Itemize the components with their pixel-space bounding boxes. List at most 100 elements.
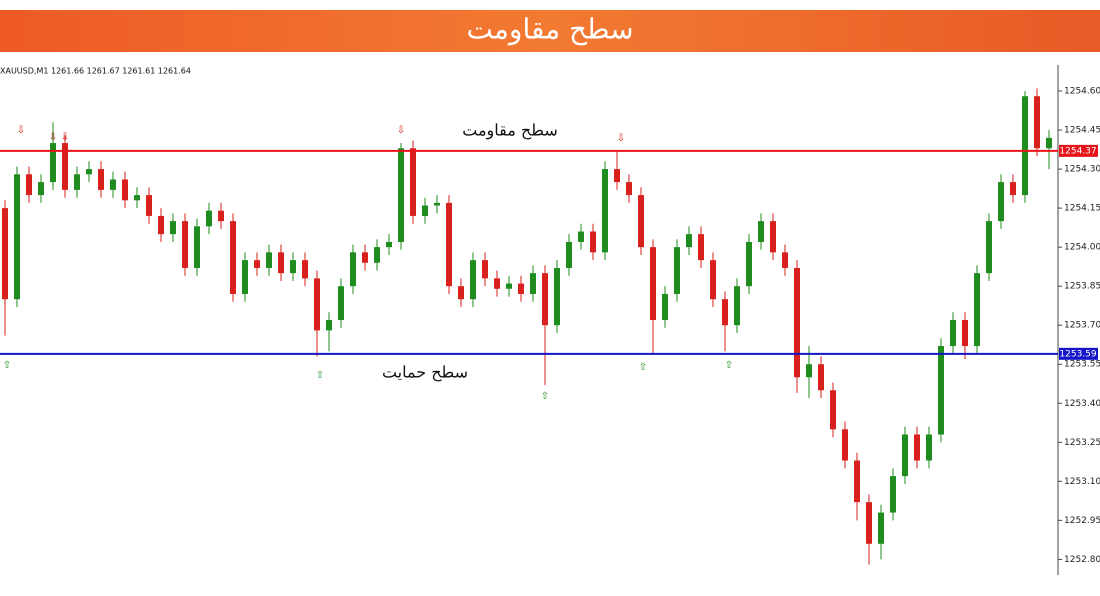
candle-body (878, 512, 884, 544)
candle-body (458, 286, 464, 300)
chart-title: سطح مقاومت (466, 13, 633, 46)
candle-body (734, 286, 740, 326)
candle-body (590, 231, 596, 253)
candle-body (518, 283, 524, 294)
candle-body (2, 208, 8, 300)
candle-body (842, 429, 848, 461)
y-tick-label: 1252.95 (1064, 516, 1100, 526)
candle-body (974, 273, 980, 347)
candle-body (146, 195, 152, 216)
candle-body (266, 252, 272, 268)
svg-text:⇩: ⇩ (17, 125, 25, 136)
y-tick-label: 1254.45 (1064, 126, 1100, 136)
candle-body (626, 182, 632, 196)
candle-body (674, 247, 680, 294)
price-box (1059, 347, 1098, 360)
y-tick-label: 1253.55 (1064, 360, 1100, 370)
candle-body (254, 260, 260, 268)
candle-body (698, 234, 704, 261)
candle-body (638, 195, 644, 248)
candle-body (410, 148, 416, 216)
y-tick-label: 1253.10 (1064, 477, 1100, 487)
candle-body (374, 247, 380, 263)
candle-body (338, 286, 344, 320)
candle-body (170, 221, 176, 235)
candle-body (494, 278, 500, 289)
y-tick-label: 1254.15 (1064, 204, 1100, 214)
price-box (1059, 144, 1098, 157)
candle-body (50, 143, 56, 183)
y-tick-label: 1253.25 (1064, 438, 1100, 448)
candle-body (602, 169, 608, 253)
candle-body (950, 320, 956, 347)
candle-body (362, 252, 368, 263)
candle-body (902, 434, 908, 477)
candle-body (326, 320, 332, 331)
candle-body (290, 260, 296, 274)
svg-text:⇧: ⇧ (541, 391, 549, 402)
candle-body (710, 260, 716, 300)
candle-body (914, 434, 920, 461)
candle-body (926, 434, 932, 461)
svg-text:⇩: ⇩ (397, 125, 405, 136)
candle-body (482, 260, 488, 279)
candle-body (830, 390, 836, 430)
resistance-annotation: سطح مقاومت (462, 120, 558, 139)
symbol-info: XAUUSD,M1 1261.66 1261.67 1261.61 1261.6… (0, 67, 191, 76)
y-tick-label: 1254.30 (1064, 165, 1100, 175)
y-tick-label: 1253.70 (1064, 321, 1100, 331)
candle-body (1034, 96, 1040, 149)
candle-body (26, 174, 32, 196)
y-tick-label: 1253.40 (1064, 399, 1100, 409)
candle-body (470, 260, 476, 300)
candle-body (662, 293, 668, 320)
svg-text:⇧: ⇧ (639, 362, 647, 373)
candle-body (422, 205, 428, 216)
candle-body (386, 241, 392, 248)
candle-body (794, 267, 800, 378)
candle-body (14, 174, 20, 300)
y-tick-label: 1253.85 (1064, 282, 1100, 292)
svg-text:⇧: ⇧ (3, 360, 11, 371)
svg-text:⇩: ⇩ (617, 133, 625, 144)
candle-body (542, 273, 548, 326)
candle-body (938, 346, 944, 435)
candle-body (62, 143, 68, 190)
y-tick-label: 1254.00 (1064, 243, 1100, 253)
candle-body (650, 247, 656, 320)
candle-body (242, 260, 248, 294)
candle-body (302, 260, 308, 279)
candle-body (122, 179, 128, 201)
candle-body (98, 169, 104, 190)
candle-body (74, 174, 80, 190)
candle-body (206, 210, 212, 227)
candle-body (806, 364, 812, 378)
candle-body (854, 460, 860, 503)
candle-body (962, 320, 968, 347)
y-tick-label: 1254.60 (1064, 87, 1100, 97)
price-box-label: 1254.37 (1059, 146, 1096, 156)
candle-body (134, 195, 140, 201)
y-tick-label: 1252.80 (1064, 555, 1100, 565)
candle-body (818, 364, 824, 391)
candle-body (86, 169, 92, 175)
candle-body (770, 221, 776, 253)
support-annotation: سطح حمایت (382, 362, 468, 381)
candle-body (890, 476, 896, 513)
candle-body (38, 182, 44, 196)
candle-body (782, 252, 788, 268)
candle-body (350, 252, 356, 287)
candle-body (566, 241, 572, 268)
candle-body (1046, 137, 1052, 149)
candle-body (398, 148, 404, 242)
candle-body (182, 221, 188, 268)
candle-body (278, 252, 284, 274)
candle-body (554, 267, 560, 326)
svg-text:⇧: ⇧ (725, 360, 733, 371)
candle-body (722, 299, 728, 326)
candle-body (986, 221, 992, 274)
candle-body (1022, 96, 1028, 196)
candle-body (998, 182, 1004, 222)
candle-body (218, 210, 224, 222)
